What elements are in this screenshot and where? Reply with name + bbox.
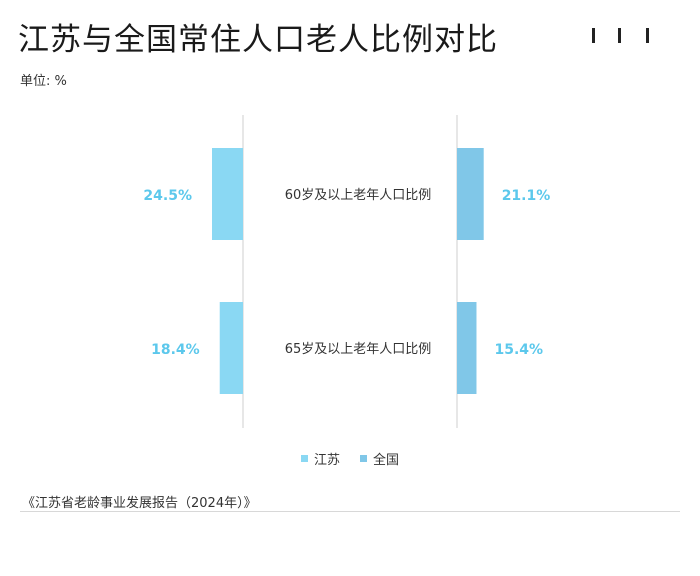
category-label: 60岁及以上老年人口比例 bbox=[285, 188, 432, 203]
legend-label: 全国 bbox=[373, 453, 400, 468]
source-note: 《江苏省老龄事业发展报告（2024年）》 bbox=[22, 496, 257, 511]
bar-national bbox=[457, 148, 484, 240]
legend-item-jiangsu: 江苏 bbox=[300, 449, 340, 468]
legend-item-national: 全国 bbox=[360, 449, 399, 468]
legend: 江苏 全国 bbox=[0, 449, 700, 468]
bar-jiangsu bbox=[219, 302, 243, 394]
legend-swatch-jiangsu bbox=[300, 455, 308, 462]
tick-mark bbox=[618, 28, 621, 43]
divider bbox=[20, 511, 680, 512]
bar-chart: 24.5% 21.1% 60岁及以上老年人口比例 18.4% 15.4% 65岁及以上老年… bbox=[143, 115, 551, 428]
tick-mark bbox=[592, 28, 595, 43]
value-label-jiangsu: 24.5% bbox=[143, 188, 192, 204]
legend-swatch-national bbox=[360, 455, 367, 462]
legend-label: 江苏 bbox=[313, 453, 340, 468]
bar-jiangsu bbox=[212, 148, 243, 240]
chart-title: 江苏与全国常住人口老人比例对比 bbox=[18, 22, 498, 58]
value-label-jiangsu: 18.4% bbox=[151, 342, 200, 358]
value-label-national: 15.4% bbox=[494, 342, 543, 358]
unit-label: 单位: % bbox=[20, 74, 67, 89]
category-label: 65岁及以上老年人口比例 bbox=[285, 342, 432, 357]
value-label-national: 21.1% bbox=[502, 188, 551, 204]
bar-national bbox=[457, 302, 477, 394]
title-tick-marks bbox=[592, 28, 649, 43]
tick-mark bbox=[646, 28, 649, 43]
